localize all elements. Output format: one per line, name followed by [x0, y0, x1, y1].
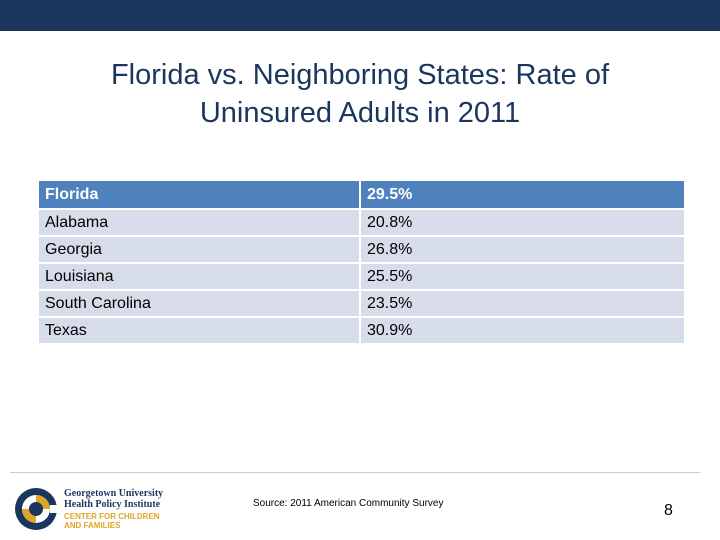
logo-line-3: CENTER FOR CHILDREN — [64, 512, 160, 521]
table-cell-state: Texas — [37, 316, 361, 345]
table-cell-rate: 26.8% — [359, 235, 686, 264]
logo-line-1: Georgetown University — [64, 488, 164, 499]
logo-wordmark: Georgetown University Health Policy Inst… — [64, 488, 179, 530]
table-cell-rate: 23.5% — [359, 289, 686, 318]
table-cell-rate: 30.9% — [359, 316, 686, 345]
table-header-row: Florida 29.5% — [37, 179, 686, 210]
table-row: Louisiana 25.5% — [37, 262, 686, 291]
table-row: Texas 30.9% — [37, 316, 686, 345]
table-row: Alabama 20.8% — [37, 208, 686, 237]
slide-title: Florida vs. Neighboring States: Rate of … — [60, 56, 660, 132]
table-cell-state: Florida — [37, 179, 361, 210]
table-cell-state: Georgia — [37, 235, 361, 264]
table-cell-state: South Carolina — [37, 289, 361, 318]
table-cell-rate: 20.8% — [359, 208, 686, 237]
top-banner — [0, 0, 720, 31]
georgetown-logo: Georgetown University Health Policy Inst… — [14, 485, 174, 535]
source-note: Source: 2011 American Community Survey — [253, 498, 444, 509]
logo-line-2: Health Policy Institute — [64, 499, 161, 510]
table-row: South Carolina 23.5% — [37, 289, 686, 318]
logo-line-4: AND FAMILIES — [64, 521, 121, 530]
table-cell-state: Louisiana — [37, 262, 361, 291]
slide-title-line-1: Florida vs. Neighboring States: Rate of — [110, 59, 610, 91]
table-cell-rate: 25.5% — [359, 262, 686, 291]
page-number: 8 — [664, 502, 673, 519]
footer-divider — [10, 472, 700, 473]
uninsured-rate-table: Florida 29.5% Alabama 20.8% Georgia 26.8… — [37, 179, 686, 345]
slide-title-line-2: Uninsured Adults in 2011 — [199, 97, 521, 129]
table-row: Georgia 26.8% — [37, 235, 686, 264]
table-cell-rate: 29.5% — [359, 179, 686, 210]
table-cell-state: Alabama — [37, 208, 361, 237]
georgetown-seal-icon — [15, 488, 58, 530]
